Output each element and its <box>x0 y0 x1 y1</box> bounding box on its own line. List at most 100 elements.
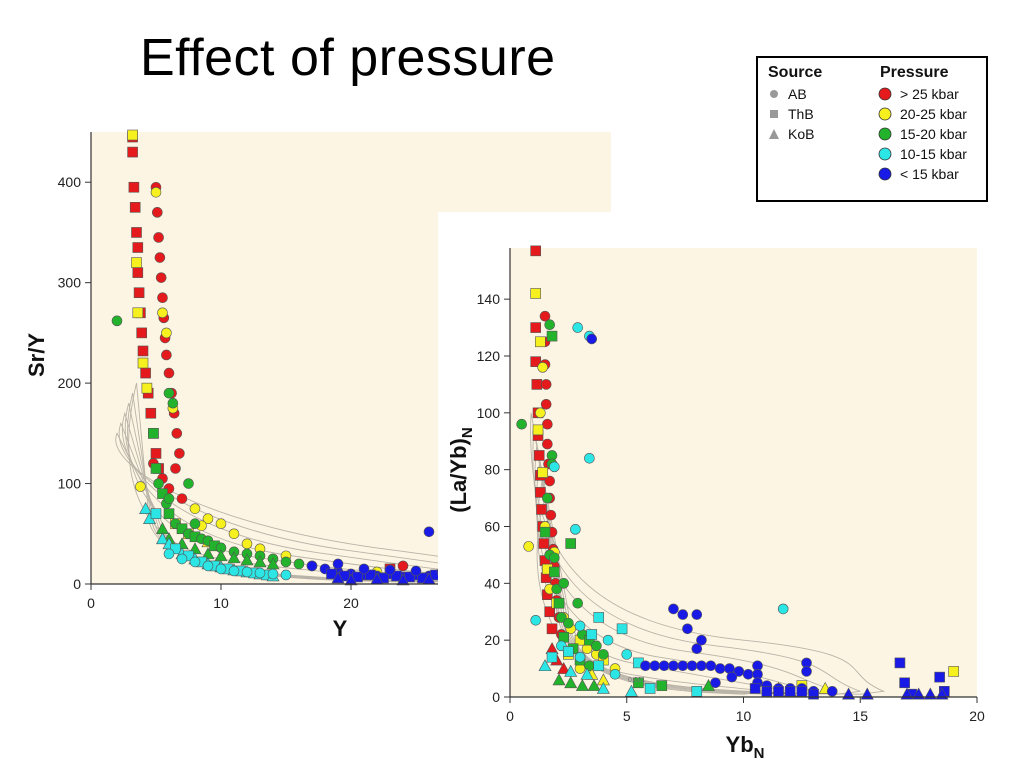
chart-left-y-ticks: 0 100 200 300 400 <box>58 174 91 592</box>
y-tick-label: 100 <box>477 405 501 421</box>
data-point-circle <box>306 560 318 572</box>
data-point-square <box>133 287 145 299</box>
data-point-circle <box>682 623 693 635</box>
data-point-square <box>131 227 142 238</box>
data-point-square <box>365 569 376 581</box>
x-tick-label: 0 <box>87 595 95 611</box>
data-point-circle <box>535 407 546 419</box>
data-point-circle <box>570 524 581 535</box>
data-point-square <box>137 357 149 369</box>
legend-pressure-header: Pressure <box>880 64 949 81</box>
data-point-square <box>530 288 541 299</box>
data-point-circle <box>202 513 214 525</box>
data-point-circle <box>167 397 179 409</box>
legend-pressure-label: > 25 kbar <box>900 86 959 102</box>
cyan-dot-icon <box>878 147 892 161</box>
data-point-triangle <box>624 684 638 697</box>
data-point-circle <box>157 292 168 304</box>
data-point-circle <box>584 660 595 672</box>
data-point-square <box>533 450 545 461</box>
data-point-circle <box>163 548 175 560</box>
data-point-triangle <box>587 679 601 691</box>
data-point-circle <box>174 448 185 459</box>
data-point-circle <box>696 634 707 646</box>
data-point-square <box>391 570 402 582</box>
chart-right-x-axis-label: YbN <box>726 732 765 762</box>
data-point-square <box>127 129 138 141</box>
data-point-square <box>616 623 628 635</box>
data-point-circle <box>163 367 175 379</box>
red-dot-icon <box>878 87 892 101</box>
blue-dot-icon <box>878 167 892 181</box>
chart-right-plot-area <box>510 248 977 697</box>
data-point-circle <box>280 569 292 581</box>
data-point-square <box>531 379 543 390</box>
data-point-circle <box>163 493 175 504</box>
data-point-circle <box>668 660 679 672</box>
chart-right-y-axis-label-sub: N <box>459 427 476 438</box>
chart-right-y-axis-label-main: (La/Yb) <box>446 438 471 513</box>
legend-pressure-20-25: 20-25 kbar <box>878 106 967 122</box>
data-point-circle <box>598 649 609 660</box>
data-point-circle <box>591 640 602 652</box>
data-point-triangle <box>155 532 170 545</box>
data-point-circle <box>163 387 175 399</box>
legend-source-label: AB <box>788 86 807 102</box>
data-point-circle <box>189 556 201 568</box>
y-tick-label: 40 <box>484 575 500 591</box>
legend-pressure-label: 10-15 kbar <box>900 146 967 162</box>
data-point-square <box>137 345 149 357</box>
data-point-triangle <box>139 502 153 514</box>
data-point-triangle <box>596 681 610 694</box>
y-tick-label: 100 <box>58 476 82 492</box>
data-point-circle <box>668 603 679 615</box>
legend-source-label: KoB <box>788 126 815 142</box>
legend-pressure-label: 15-20 kbar <box>900 126 967 142</box>
y-tick-label: 0 <box>73 576 81 592</box>
data-point-circle <box>228 528 240 540</box>
data-point-circle <box>523 541 534 552</box>
data-point-square <box>530 322 541 333</box>
yellow-dot-icon <box>878 107 892 121</box>
legend-pressure-10-15: 10-15 kbar <box>878 146 967 162</box>
data-point-circle <box>152 207 163 218</box>
data-point-circle <box>540 379 552 390</box>
data-point-triangle <box>240 553 254 566</box>
data-point-circle <box>423 526 435 538</box>
y-tick-label: 120 <box>477 348 501 364</box>
data-point-triangle <box>575 679 589 691</box>
data-point-triangle <box>564 676 578 689</box>
data-point-square <box>593 660 605 672</box>
data-point-square <box>773 686 784 697</box>
data-point-circle <box>202 560 214 572</box>
data-point-circle <box>572 597 584 609</box>
data-point-square <box>127 146 138 158</box>
data-point-triangle <box>552 673 566 686</box>
data-point-square <box>565 538 577 549</box>
data-point-square <box>784 686 796 697</box>
data-point-square <box>537 467 548 478</box>
data-point-square <box>150 448 162 459</box>
data-point-square <box>326 568 337 580</box>
data-point-circle <box>586 333 598 345</box>
data-point-square <box>553 597 565 609</box>
data-point-circle <box>542 438 553 450</box>
data-point-circle <box>710 677 721 689</box>
data-point-circle <box>677 609 689 620</box>
legend-source-kob: KoB <box>768 126 814 142</box>
data-point-circle <box>150 186 162 198</box>
data-point-square <box>148 428 159 439</box>
legend-source-label: ThB <box>788 106 814 122</box>
data-point-circle <box>584 452 595 464</box>
data-point-circle <box>215 518 227 530</box>
data-point-square <box>131 257 142 268</box>
x-tick-label: 5 <box>623 708 631 724</box>
data-point-square <box>546 623 558 635</box>
x-tick-label: 20 <box>969 708 985 724</box>
data-point-square <box>145 407 157 419</box>
data-point-circle <box>574 651 586 663</box>
x-tick-label: 15 <box>852 708 868 724</box>
data-point-circle <box>215 563 227 575</box>
data-point-square <box>633 677 644 689</box>
data-point-circle <box>558 578 570 589</box>
